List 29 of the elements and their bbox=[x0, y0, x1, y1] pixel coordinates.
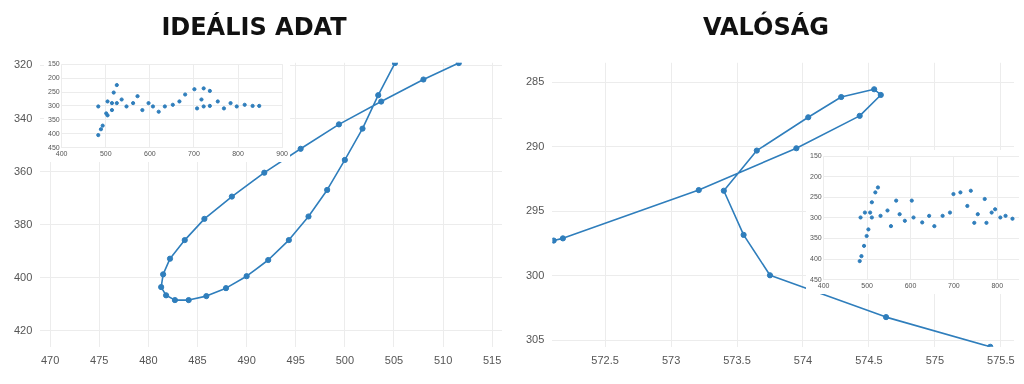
y-tick-label: 295 bbox=[525, 204, 545, 217]
x-tick-label: 475 bbox=[90, 354, 109, 367]
x-tick-label: 573 bbox=[661, 354, 681, 367]
x-tick-label: 574.5 bbox=[855, 354, 883, 367]
x-tick-label: 470 bbox=[41, 354, 60, 367]
y-tick-label: 380 bbox=[13, 217, 33, 230]
x-tick-label: 485 bbox=[188, 354, 207, 367]
y-tick-label: 340 bbox=[13, 111, 33, 124]
x-tick-label: 510 bbox=[433, 354, 453, 367]
x-tick-label: 515 bbox=[483, 354, 502, 367]
chart-title: VALÓSÁG bbox=[703, 10, 829, 41]
x-tick-label: 573.5 bbox=[723, 354, 751, 367]
y-tick-label: 360 bbox=[13, 164, 33, 177]
y-tick-label: 420 bbox=[13, 323, 33, 336]
x-tick-label: 480 bbox=[139, 354, 158, 367]
y-tick-label: 305 bbox=[525, 333, 545, 346]
x-tick-label: 574 bbox=[793, 354, 813, 367]
x-tick-label: 575 bbox=[925, 354, 945, 367]
chart-title: IDEÁLIS ADAT bbox=[161, 11, 348, 41]
y-tick-label: 290 bbox=[525, 139, 545, 152]
x-tick-label: 495 bbox=[286, 354, 305, 367]
x-tick-label: 572.5 bbox=[591, 354, 619, 367]
x-tick-label: 505 bbox=[384, 354, 404, 367]
x-tick-label: 500 bbox=[335, 354, 355, 367]
y-tick-label: 320 bbox=[13, 58, 33, 71]
y-tick-label: 285 bbox=[525, 75, 545, 88]
x-tick-label: 490 bbox=[237, 354, 256, 367]
y-tick-label: 300 bbox=[525, 268, 545, 281]
x-tick-label: 575.5 bbox=[987, 354, 1015, 367]
